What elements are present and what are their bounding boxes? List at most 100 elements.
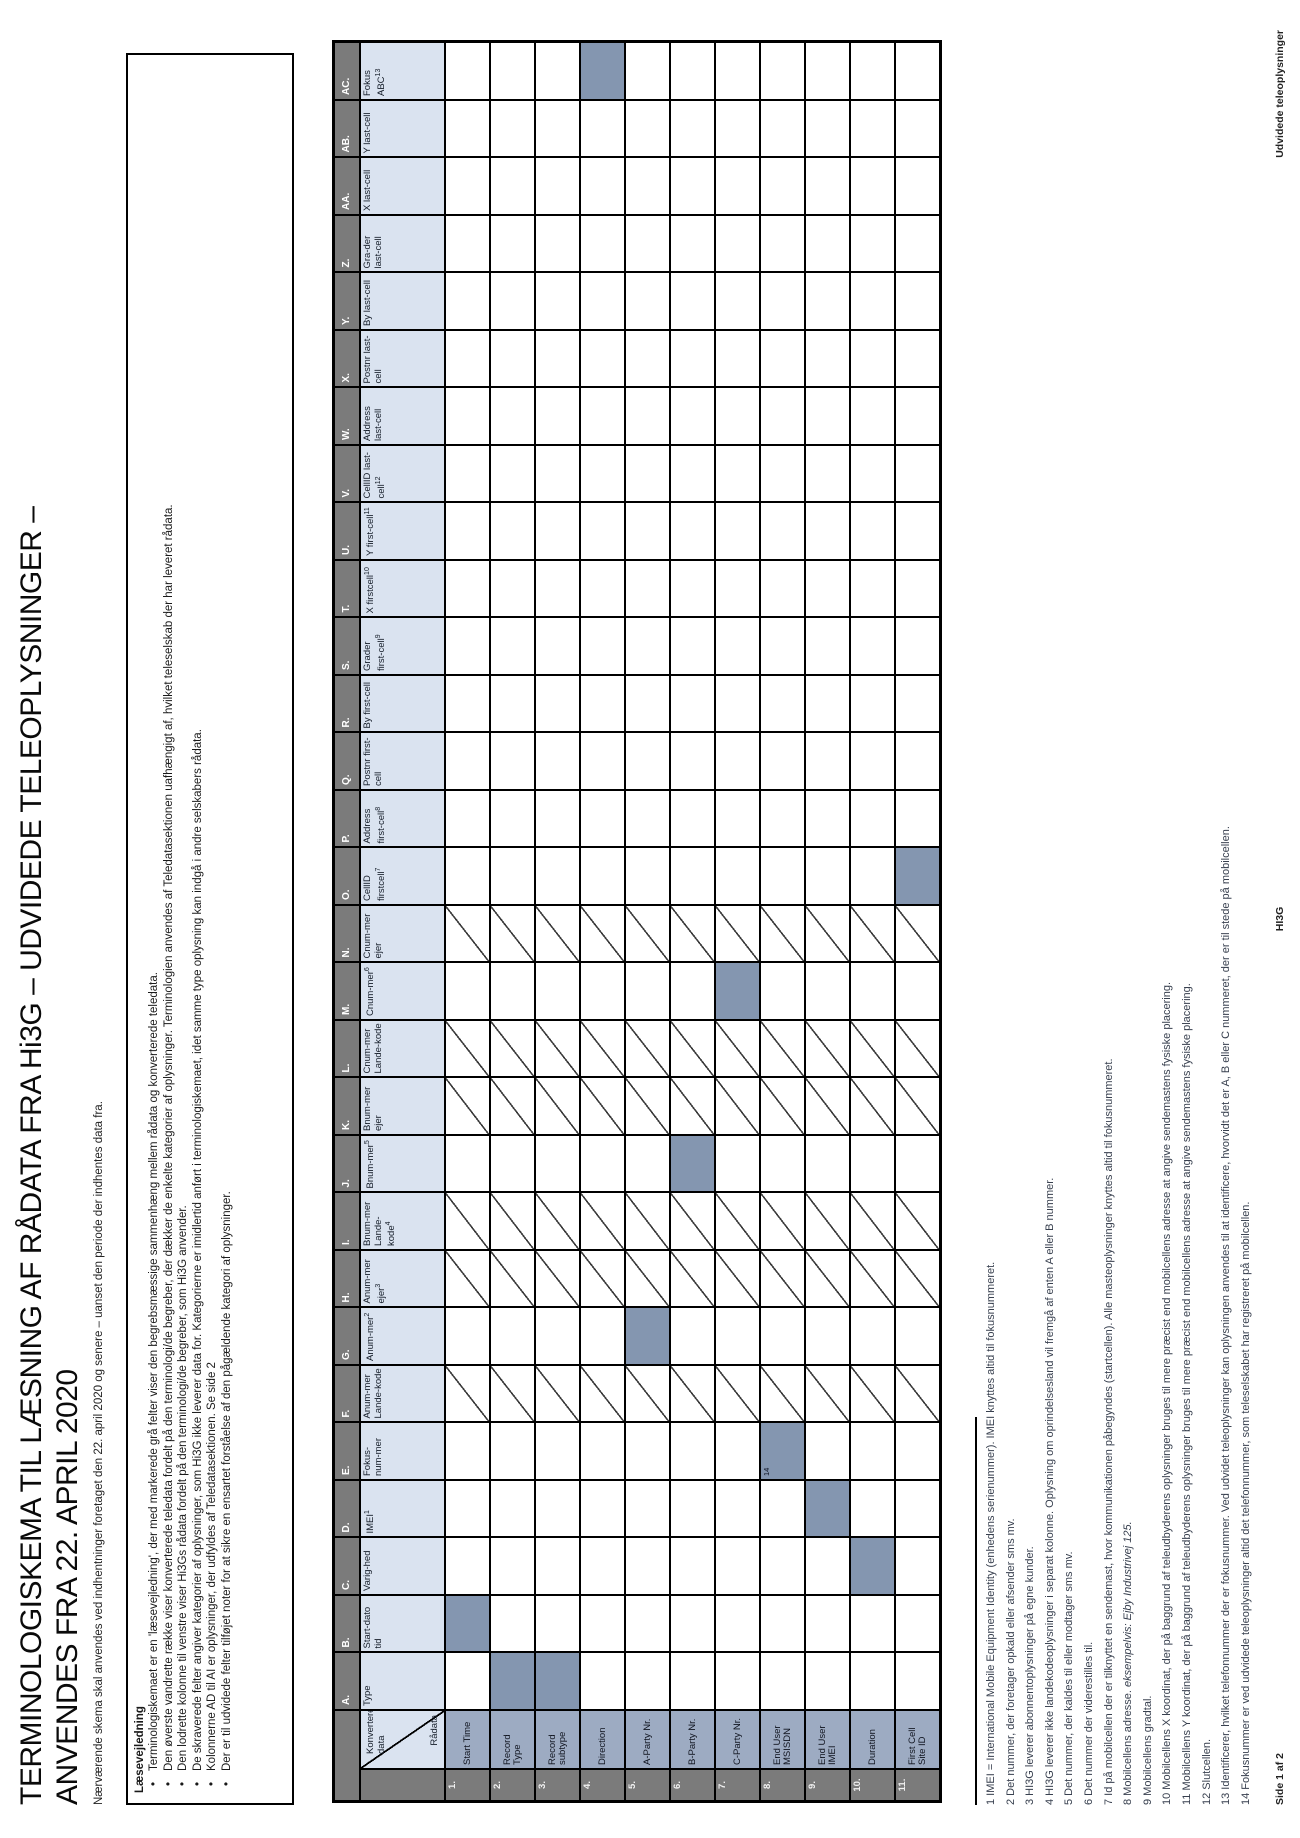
- footnote-4: 4 HI3G leverer ikke landekodeoplysninger…: [1043, 1177, 1056, 1805]
- corner-label-raadata: Rådata: [428, 1715, 440, 1746]
- cell-C-9: [805, 1537, 850, 1595]
- cell-G-9: [805, 1307, 850, 1365]
- cell-G-7: [715, 1307, 760, 1365]
- cell-AA-2: [490, 157, 535, 215]
- column-header-D: IMEI1: [360, 1480, 445, 1538]
- column-header-U: Y first-cell11: [360, 502, 445, 560]
- cell-T-1: [445, 560, 490, 618]
- cell-L-4: [580, 1020, 625, 1078]
- column-header-L: Cnum-mer Lande-kode: [360, 1020, 445, 1078]
- cell-AC-4: [580, 42, 625, 100]
- cell-P-4: [580, 790, 625, 848]
- cell-I-2: [490, 1192, 535, 1250]
- cell-N-9: [805, 905, 850, 963]
- cell-AC-1: [445, 42, 490, 100]
- cell-A-1: [445, 1652, 490, 1710]
- cell-AB-8: [760, 100, 805, 158]
- cell-F-9: [805, 1365, 850, 1423]
- cell-X-8: [760, 330, 805, 388]
- cell-U-6: [670, 502, 715, 560]
- cell-M-9: [805, 962, 850, 1020]
- cell-Z-5: [625, 215, 670, 273]
- cell-AB-2: [490, 100, 535, 158]
- cell-W-10: [850, 387, 895, 445]
- column-header-P: Address first-cell8: [360, 790, 445, 848]
- cell-O-10: [850, 847, 895, 905]
- cell-P-9: [805, 790, 850, 848]
- cell-W-2: [490, 387, 535, 445]
- cell-S-11: [895, 617, 940, 675]
- column-header-H: Anum-mer ejer3: [360, 1250, 445, 1308]
- row-number-9: 9.: [805, 1769, 850, 1801]
- cell-J-5: [625, 1135, 670, 1193]
- cell-Z-1: [445, 215, 490, 273]
- cell-Y-5: [625, 272, 670, 330]
- cell-D-4: [580, 1480, 625, 1538]
- cell-M-1: [445, 962, 490, 1020]
- cell-F-1: [445, 1365, 490, 1423]
- cell-H-5: [625, 1250, 670, 1308]
- cell-AB-9: [805, 100, 850, 158]
- row-number-11: 11.: [895, 1769, 940, 1801]
- cell-Z-8: [760, 215, 805, 273]
- cell-Z-4: [580, 215, 625, 273]
- cell-T-11: [895, 560, 940, 618]
- cell-Y-8: [760, 272, 805, 330]
- cell-J-9: [805, 1135, 850, 1193]
- reading-guide-bullet-3: Den lodrette kolonne til venstre viser H…: [176, 65, 191, 1793]
- cell-B-5: [625, 1595, 670, 1653]
- cell-X-2: [490, 330, 535, 388]
- cell-B-9: [805, 1595, 850, 1653]
- cell-M-2: [490, 962, 535, 1020]
- cell-H-4: [580, 1250, 625, 1308]
- cell-X-10: [850, 330, 895, 388]
- cell-Z-11: [895, 215, 940, 273]
- cell-V-8: [760, 445, 805, 503]
- reading-guide-bullet-4: De skraverede felter angiver kategorier …: [191, 65, 206, 1793]
- cell-C-5: [625, 1537, 670, 1595]
- footnote-3: 3 HI3G leverer abonnentoplysninger på eg…: [1024, 1546, 1037, 1805]
- column-header-R: By first-cell: [360, 675, 445, 733]
- column-header-X: Postnr last-cell: [360, 330, 445, 388]
- cell-G-5: [625, 1307, 670, 1365]
- cell-J-3: [535, 1135, 580, 1193]
- row-label-10: Duration: [850, 1710, 895, 1769]
- cell-V-1: [445, 445, 490, 503]
- cell-J-4: [580, 1135, 625, 1193]
- cell-F-4: [580, 1365, 625, 1423]
- cell-R-5: [625, 675, 670, 733]
- cell-C-1: [445, 1537, 490, 1595]
- cell-AB-3: [535, 100, 580, 158]
- cell-K-10: [850, 1077, 895, 1135]
- cell-T-8: [760, 560, 805, 618]
- cell-O-8: [760, 847, 805, 905]
- cell-V-5: [625, 445, 670, 503]
- page-title-line1: TERMINOLOGISKEMA TIL LÆSNING AF RÅDATA F…: [15, 506, 48, 1805]
- column-header-I: Bnum-mer Lande-kode4: [360, 1192, 445, 1250]
- cell-S-2: [490, 617, 535, 675]
- cell-D-2: [490, 1480, 535, 1538]
- cell-Q-8: [760, 732, 805, 790]
- footnote-7: 7 Id på mobilcellen der er tilknyttet en…: [1102, 1058, 1115, 1805]
- cell-E-5: [625, 1422, 670, 1480]
- cell-Y-4: [580, 272, 625, 330]
- cell-B-6: [670, 1595, 715, 1653]
- cell-C-7: [715, 1537, 760, 1595]
- cell-H-6: [670, 1250, 715, 1308]
- cell-AC-10: [850, 42, 895, 100]
- cell-N-11: [895, 905, 940, 963]
- cell-W-9: [805, 387, 850, 445]
- cell-H-3: [535, 1250, 580, 1308]
- terminology-table: A. B. C. D. E. F. G. H. I. J. K. L. M. N. O. P. Q. R. S. T.…: [332, 40, 942, 1803]
- column-letter-L: L.: [334, 1020, 360, 1078]
- cell-Q-4: [580, 732, 625, 790]
- cell-AB-1: [445, 100, 490, 158]
- cell-M-4: [580, 962, 625, 1020]
- row-label-8: End User MSISDN: [760, 1710, 805, 1769]
- row-number-8: 8.: [760, 1769, 805, 1801]
- cell-C-11: [895, 1537, 940, 1595]
- cell-AC-3: [535, 42, 580, 100]
- cell-D-1: [445, 1480, 490, 1538]
- cell-I-11: [895, 1192, 940, 1250]
